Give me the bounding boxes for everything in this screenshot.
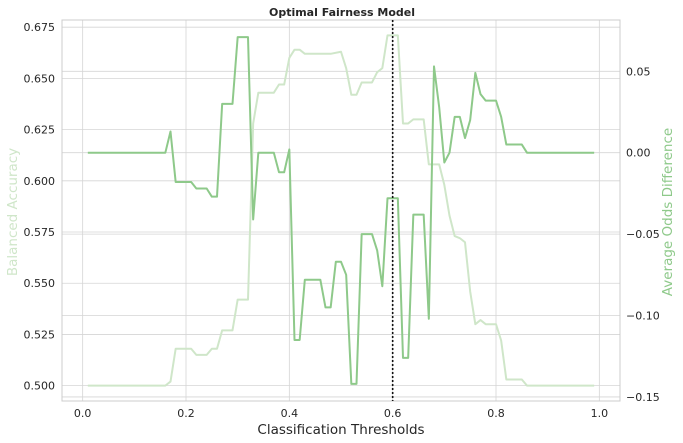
y-right-tick-label: −0.10: [626, 310, 660, 323]
y-right-tick-label: −0.15: [626, 391, 660, 404]
y-right-tick-label: 0.00: [626, 147, 651, 160]
x-tick-label: 0.4: [281, 407, 299, 420]
y-right-tick-label: −0.05: [626, 228, 660, 241]
plot-frame: [61, 19, 621, 402]
series-layer: [87, 20, 595, 401]
y-left-tick-label: 0.650: [24, 72, 56, 85]
y-right-tick-label: 0.05: [626, 65, 651, 78]
y-axis-right-label: Average Odds Difference: [660, 128, 676, 296]
x-tick-label: 0.0: [74, 407, 92, 420]
grid: [62, 20, 620, 401]
y-left-tick-label: 0.575: [24, 226, 56, 239]
y-left-tick-label: 0.500: [24, 380, 56, 393]
ticks-layer: 0.0 0.2 0.4 0.6 0.8 1.0 0.500 0.525 0.550 0.575 0.…: [24, 21, 660, 420]
axes-frame: [61, 19, 621, 402]
x-tick-label: 0.6: [384, 407, 402, 420]
chart-title: Optimal Fairness Model: [269, 6, 415, 19]
series-line-average-odds-difference: [87, 36, 595, 385]
y-left-tick-label: 0.550: [24, 277, 56, 290]
x-tick-label: 0.2: [177, 407, 195, 420]
x-tick-label: 0.8: [487, 407, 505, 420]
y-left-tick-label: 0.525: [24, 328, 56, 341]
x-tick-label: 1.0: [591, 407, 609, 420]
y-left-tick-label: 0.600: [24, 175, 56, 188]
y-axis-left-label: Balanced Accuracy: [5, 148, 21, 276]
y-left-tick-label: 0.675: [24, 21, 56, 34]
x-axis-label: Classification Thresholds: [257, 422, 424, 438]
y-left-tick-label: 0.625: [24, 124, 56, 137]
series-line-balanced-accuracy: [87, 34, 595, 387]
